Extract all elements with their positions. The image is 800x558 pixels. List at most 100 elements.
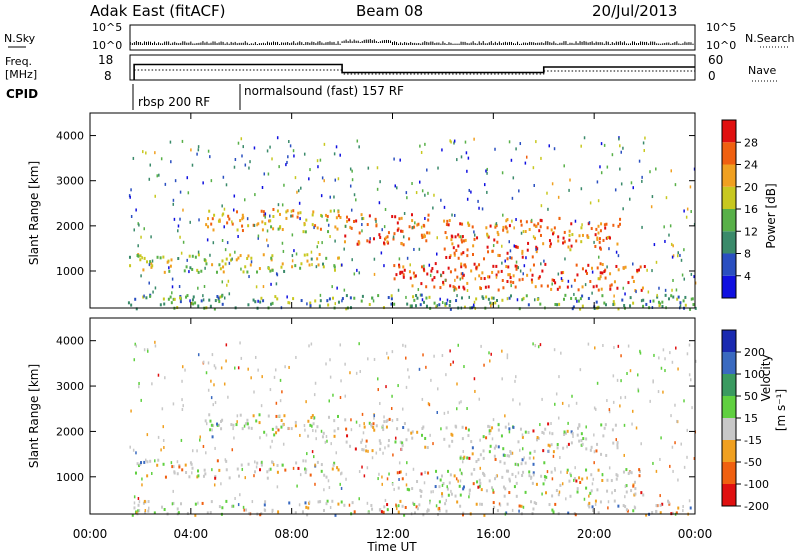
heatmap-cell bbox=[191, 267, 194, 271]
heatmap-cell bbox=[391, 215, 394, 219]
heatmap-cell bbox=[523, 456, 525, 460]
heatmap-cell bbox=[309, 473, 312, 477]
heatmap-cell bbox=[401, 229, 404, 233]
heatmap-cell bbox=[173, 465, 175, 469]
heatmap-cell bbox=[675, 346, 677, 350]
heatmap-cell bbox=[645, 302, 648, 306]
heatmap-cell bbox=[468, 492, 471, 496]
heatmap-cell bbox=[568, 188, 570, 192]
heatmap-cell bbox=[263, 213, 266, 217]
heatmap-cell bbox=[241, 213, 244, 217]
heatmap-cell bbox=[497, 428, 500, 432]
heatmap-cell bbox=[354, 447, 357, 451]
heatmap-cell bbox=[571, 394, 573, 398]
heatmap-cell bbox=[563, 164, 565, 168]
heatmap-cell bbox=[632, 484, 635, 488]
heatmap-cell bbox=[138, 381, 140, 385]
heatmap-cell bbox=[442, 271, 445, 275]
heatmap-cell bbox=[632, 301, 635, 305]
heatmap-cell bbox=[584, 283, 587, 287]
heatmap-cell bbox=[216, 294, 219, 298]
heatmap-cell bbox=[465, 426, 468, 430]
heatmap-cell bbox=[435, 504, 438, 508]
heatmap-cell bbox=[306, 259, 309, 263]
heatmap-cell bbox=[277, 203, 280, 207]
heatmap-cell bbox=[551, 282, 553, 286]
heatmap-cell bbox=[250, 256, 253, 260]
heatmap-cell bbox=[268, 468, 271, 472]
heatmap-cell bbox=[638, 268, 641, 272]
heatmap-cell bbox=[455, 477, 458, 481]
heatmap-cell bbox=[684, 303, 687, 307]
heatmap-cell bbox=[445, 509, 448, 513]
heatmap-cell bbox=[436, 476, 439, 480]
heatmap-cell bbox=[445, 426, 448, 430]
heatmap-cell bbox=[481, 271, 484, 275]
heatmap-cell bbox=[159, 256, 162, 260]
heatmap-cell bbox=[532, 263, 535, 267]
heatmap-cell bbox=[527, 303, 530, 307]
heatmap-cell bbox=[339, 215, 342, 219]
heatmap-cell bbox=[269, 269, 272, 273]
heatmap-cell bbox=[211, 353, 214, 357]
heatmap-cell bbox=[500, 269, 503, 273]
heatmap-cell bbox=[197, 286, 199, 290]
heatmap-cell bbox=[437, 513, 440, 517]
heatmap-cell bbox=[447, 469, 450, 473]
heatmap-cell bbox=[191, 163, 194, 167]
heatmap-cell bbox=[657, 390, 660, 394]
heatmap-cell bbox=[497, 304, 500, 308]
heatmap-cell bbox=[246, 422, 249, 426]
heatmap-cell bbox=[532, 166, 535, 170]
heatmap-cell bbox=[594, 346, 596, 350]
heatmap-cell bbox=[671, 288, 673, 292]
colorbar-swatch bbox=[722, 396, 736, 418]
heatmap-cell bbox=[241, 427, 244, 431]
heatmap-cell bbox=[645, 513, 648, 517]
heatmap-cell bbox=[409, 263, 411, 267]
heatmap-cell bbox=[538, 229, 541, 233]
heatmap-cell bbox=[305, 459, 307, 463]
heatmap-cell bbox=[319, 293, 322, 297]
heatmap-cell bbox=[253, 223, 256, 227]
heatmap-cell bbox=[616, 286, 619, 290]
heatmap-cell bbox=[200, 299, 203, 303]
heatmap-cell bbox=[399, 470, 402, 474]
heatmap-cell bbox=[431, 278, 434, 282]
heatmap-cell bbox=[466, 289, 469, 293]
heatmap-cell bbox=[570, 441, 573, 445]
heatmap-cell bbox=[652, 299, 655, 303]
heatmap-cell bbox=[328, 486, 331, 490]
heatmap-cell bbox=[379, 235, 382, 239]
heatmap-cell bbox=[441, 148, 443, 152]
heatmap-cell bbox=[419, 303, 422, 307]
heatmap-cell bbox=[138, 509, 141, 513]
heatmap-cell bbox=[629, 296, 632, 300]
heatmap-cell bbox=[410, 213, 413, 217]
heatmap-cell bbox=[288, 301, 291, 305]
colorbar-swatch bbox=[722, 186, 736, 209]
heatmap-cell bbox=[619, 404, 621, 408]
heatmap-cell bbox=[531, 280, 534, 284]
heatmap-cell bbox=[211, 468, 213, 472]
freq-tick-low: 8 bbox=[104, 69, 112, 83]
heatmap-cell bbox=[190, 148, 192, 152]
heatmap-cell bbox=[552, 454, 555, 458]
heatmap-cell bbox=[387, 231, 390, 235]
heatmap-cell bbox=[233, 436, 235, 440]
heatmap-cell bbox=[454, 235, 457, 239]
heatmap-cell bbox=[592, 508, 594, 512]
heatmap-cell bbox=[189, 220, 191, 224]
heatmap-cell bbox=[593, 461, 595, 465]
heatmap-cell bbox=[492, 488, 494, 492]
heatmap-cell bbox=[259, 436, 261, 440]
heatmap-cell bbox=[154, 194, 156, 198]
heatmap-cell bbox=[444, 303, 447, 307]
heatmap-cell bbox=[515, 494, 518, 498]
heatmap-cell bbox=[487, 285, 490, 289]
heatmap-cell bbox=[420, 293, 423, 297]
heatmap-cell bbox=[488, 432, 491, 436]
heatmap-cell bbox=[569, 248, 572, 252]
heatmap-cell bbox=[479, 481, 482, 485]
heatmap-cell bbox=[180, 502, 183, 506]
